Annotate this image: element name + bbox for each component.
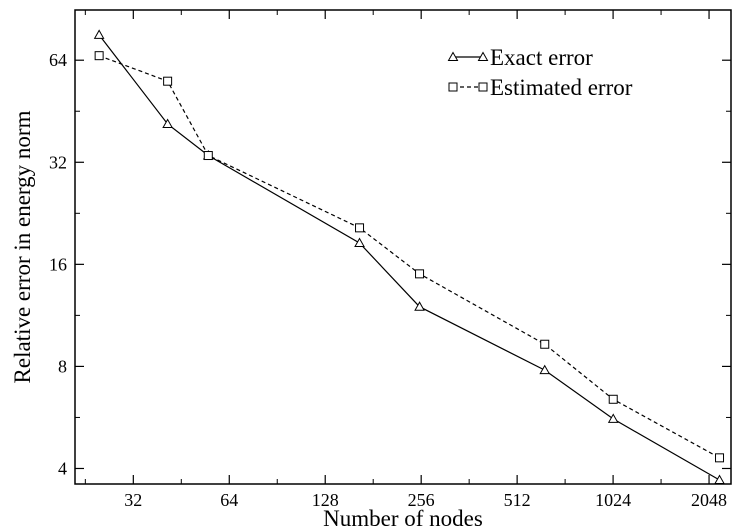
series-estimated-error: [94, 51, 725, 463]
legend-marker-estimated-left: [448, 82, 458, 92]
y-tick-label: 16: [49, 254, 67, 274]
x-axis-label: Number of nodes: [323, 506, 483, 531]
data-point-square: [608, 394, 618, 404]
axes: 32 64 128 256 512 1024 2048 4 8 16 32 64: [49, 10, 731, 510]
y-axis-label: Relative error in energy norm: [10, 110, 35, 383]
y-tick-label: 4: [58, 458, 67, 478]
data-point-triangle: [714, 474, 725, 484]
data-point-triangle: [93, 29, 105, 39]
legend-label-estimated: Estimated error: [490, 75, 633, 100]
data-point-triangle: [354, 237, 365, 247]
data-point-triangle: [539, 364, 551, 375]
legend-entry-exact: Exact error: [447, 45, 593, 70]
x-tick-label: 64: [220, 490, 238, 510]
data-point-square: [715, 453, 725, 463]
series-line: [98, 55, 720, 459]
data-point-square: [163, 76, 173, 86]
data-point-square: [94, 51, 104, 61]
x-tick-label: 32: [124, 490, 142, 510]
data-point-square: [203, 151, 213, 161]
x-tick-label: 1024: [595, 490, 631, 510]
y-tick-label: 32: [49, 152, 67, 172]
series-layer: [93, 29, 725, 484]
y-tick-label: 8: [58, 356, 67, 376]
data-point-triangle: [414, 301, 425, 311]
data-point-square: [415, 269, 425, 279]
legend-marker-estimated-right: [478, 82, 488, 92]
data-point-triangle: [162, 118, 173, 128]
legend-marker-exact-right: [477, 51, 489, 61]
x-tick-label: 512: [504, 490, 531, 510]
legend: Exact error Estimated error: [447, 45, 633, 100]
data-point-square: [540, 339, 550, 349]
y-tick-label: 64: [49, 50, 67, 70]
legend-entry-estimated: Estimated error: [448, 75, 633, 100]
x-tick-label: 128: [312, 490, 339, 510]
data-point-triangle: [607, 413, 619, 423]
plot-area: [74, 9, 732, 485]
x-tick-label: 2048: [691, 490, 727, 510]
legend-label-exact: Exact error: [490, 45, 593, 70]
legend-marker-exact-left: [447, 51, 459, 61]
data-point-square: [355, 223, 365, 233]
x-tick-label: 256: [408, 490, 435, 510]
series-line: [98, 34, 720, 481]
